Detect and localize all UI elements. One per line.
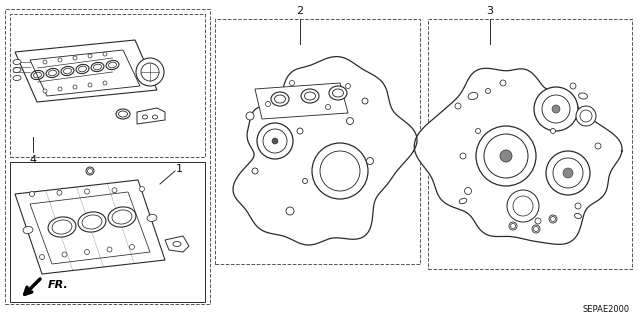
Circle shape <box>43 89 47 93</box>
Circle shape <box>62 252 67 257</box>
Polygon shape <box>15 180 165 274</box>
Circle shape <box>460 153 466 159</box>
Circle shape <box>29 191 35 197</box>
Polygon shape <box>255 83 348 119</box>
Ellipse shape <box>13 59 21 64</box>
Circle shape <box>88 83 92 87</box>
Circle shape <box>476 129 481 133</box>
Ellipse shape <box>579 93 588 99</box>
Circle shape <box>546 151 590 195</box>
Circle shape <box>103 81 107 85</box>
Circle shape <box>346 117 353 124</box>
Ellipse shape <box>13 76 21 80</box>
Ellipse shape <box>329 86 347 100</box>
Text: FR.: FR. <box>48 280 68 290</box>
Circle shape <box>367 158 374 165</box>
Bar <box>215 19 420 264</box>
Circle shape <box>563 168 573 178</box>
Circle shape <box>88 54 92 58</box>
Polygon shape <box>15 40 157 102</box>
Ellipse shape <box>48 217 76 237</box>
Ellipse shape <box>78 212 106 232</box>
Circle shape <box>257 123 293 159</box>
Circle shape <box>246 112 254 120</box>
Circle shape <box>129 244 134 249</box>
Circle shape <box>552 105 560 113</box>
Polygon shape <box>414 68 622 244</box>
Circle shape <box>549 215 557 223</box>
Circle shape <box>297 128 303 134</box>
Text: 3: 3 <box>486 6 493 16</box>
Circle shape <box>272 138 278 144</box>
Circle shape <box>575 203 581 209</box>
Bar <box>10 14 205 157</box>
Circle shape <box>550 129 556 133</box>
Circle shape <box>312 143 368 199</box>
Circle shape <box>507 190 539 222</box>
Ellipse shape <box>147 214 157 221</box>
Ellipse shape <box>116 109 130 119</box>
Circle shape <box>73 85 77 89</box>
Circle shape <box>326 105 330 109</box>
Polygon shape <box>165 236 189 252</box>
Circle shape <box>500 150 512 162</box>
Ellipse shape <box>575 213 582 219</box>
Circle shape <box>286 207 294 215</box>
Circle shape <box>570 83 576 89</box>
Polygon shape <box>137 108 165 124</box>
Circle shape <box>465 188 472 195</box>
Circle shape <box>289 80 294 85</box>
Circle shape <box>103 52 107 56</box>
Circle shape <box>58 58 62 62</box>
Circle shape <box>509 222 517 230</box>
Bar <box>5 9 210 304</box>
Circle shape <box>57 190 62 195</box>
Polygon shape <box>233 56 417 245</box>
Circle shape <box>84 189 90 194</box>
Circle shape <box>534 87 578 131</box>
Circle shape <box>346 84 351 88</box>
Ellipse shape <box>459 198 467 204</box>
Circle shape <box>140 187 145 191</box>
Circle shape <box>252 168 258 174</box>
Ellipse shape <box>108 207 136 227</box>
Circle shape <box>107 247 112 252</box>
Circle shape <box>86 167 94 175</box>
Circle shape <box>58 87 62 91</box>
Circle shape <box>362 98 368 104</box>
Ellipse shape <box>301 89 319 103</box>
Text: SEPAE2000: SEPAE2000 <box>583 305 630 314</box>
Circle shape <box>476 126 536 186</box>
Circle shape <box>576 106 596 126</box>
Circle shape <box>84 249 90 255</box>
Ellipse shape <box>271 92 289 106</box>
Circle shape <box>303 179 307 183</box>
Ellipse shape <box>13 68 21 72</box>
Circle shape <box>486 88 490 93</box>
Circle shape <box>266 101 271 107</box>
Text: 1: 1 <box>176 164 183 174</box>
Circle shape <box>500 80 506 86</box>
Text: 4: 4 <box>29 155 36 165</box>
Ellipse shape <box>23 226 33 234</box>
Circle shape <box>43 60 47 64</box>
Ellipse shape <box>468 93 478 100</box>
Circle shape <box>136 58 164 86</box>
Circle shape <box>73 56 77 60</box>
Circle shape <box>40 255 45 259</box>
Circle shape <box>532 225 540 233</box>
Bar <box>10 162 205 302</box>
Circle shape <box>455 103 461 109</box>
Circle shape <box>595 143 601 149</box>
Text: 2: 2 <box>296 6 303 16</box>
Bar <box>428 19 632 269</box>
Circle shape <box>535 218 541 224</box>
Circle shape <box>112 188 117 193</box>
